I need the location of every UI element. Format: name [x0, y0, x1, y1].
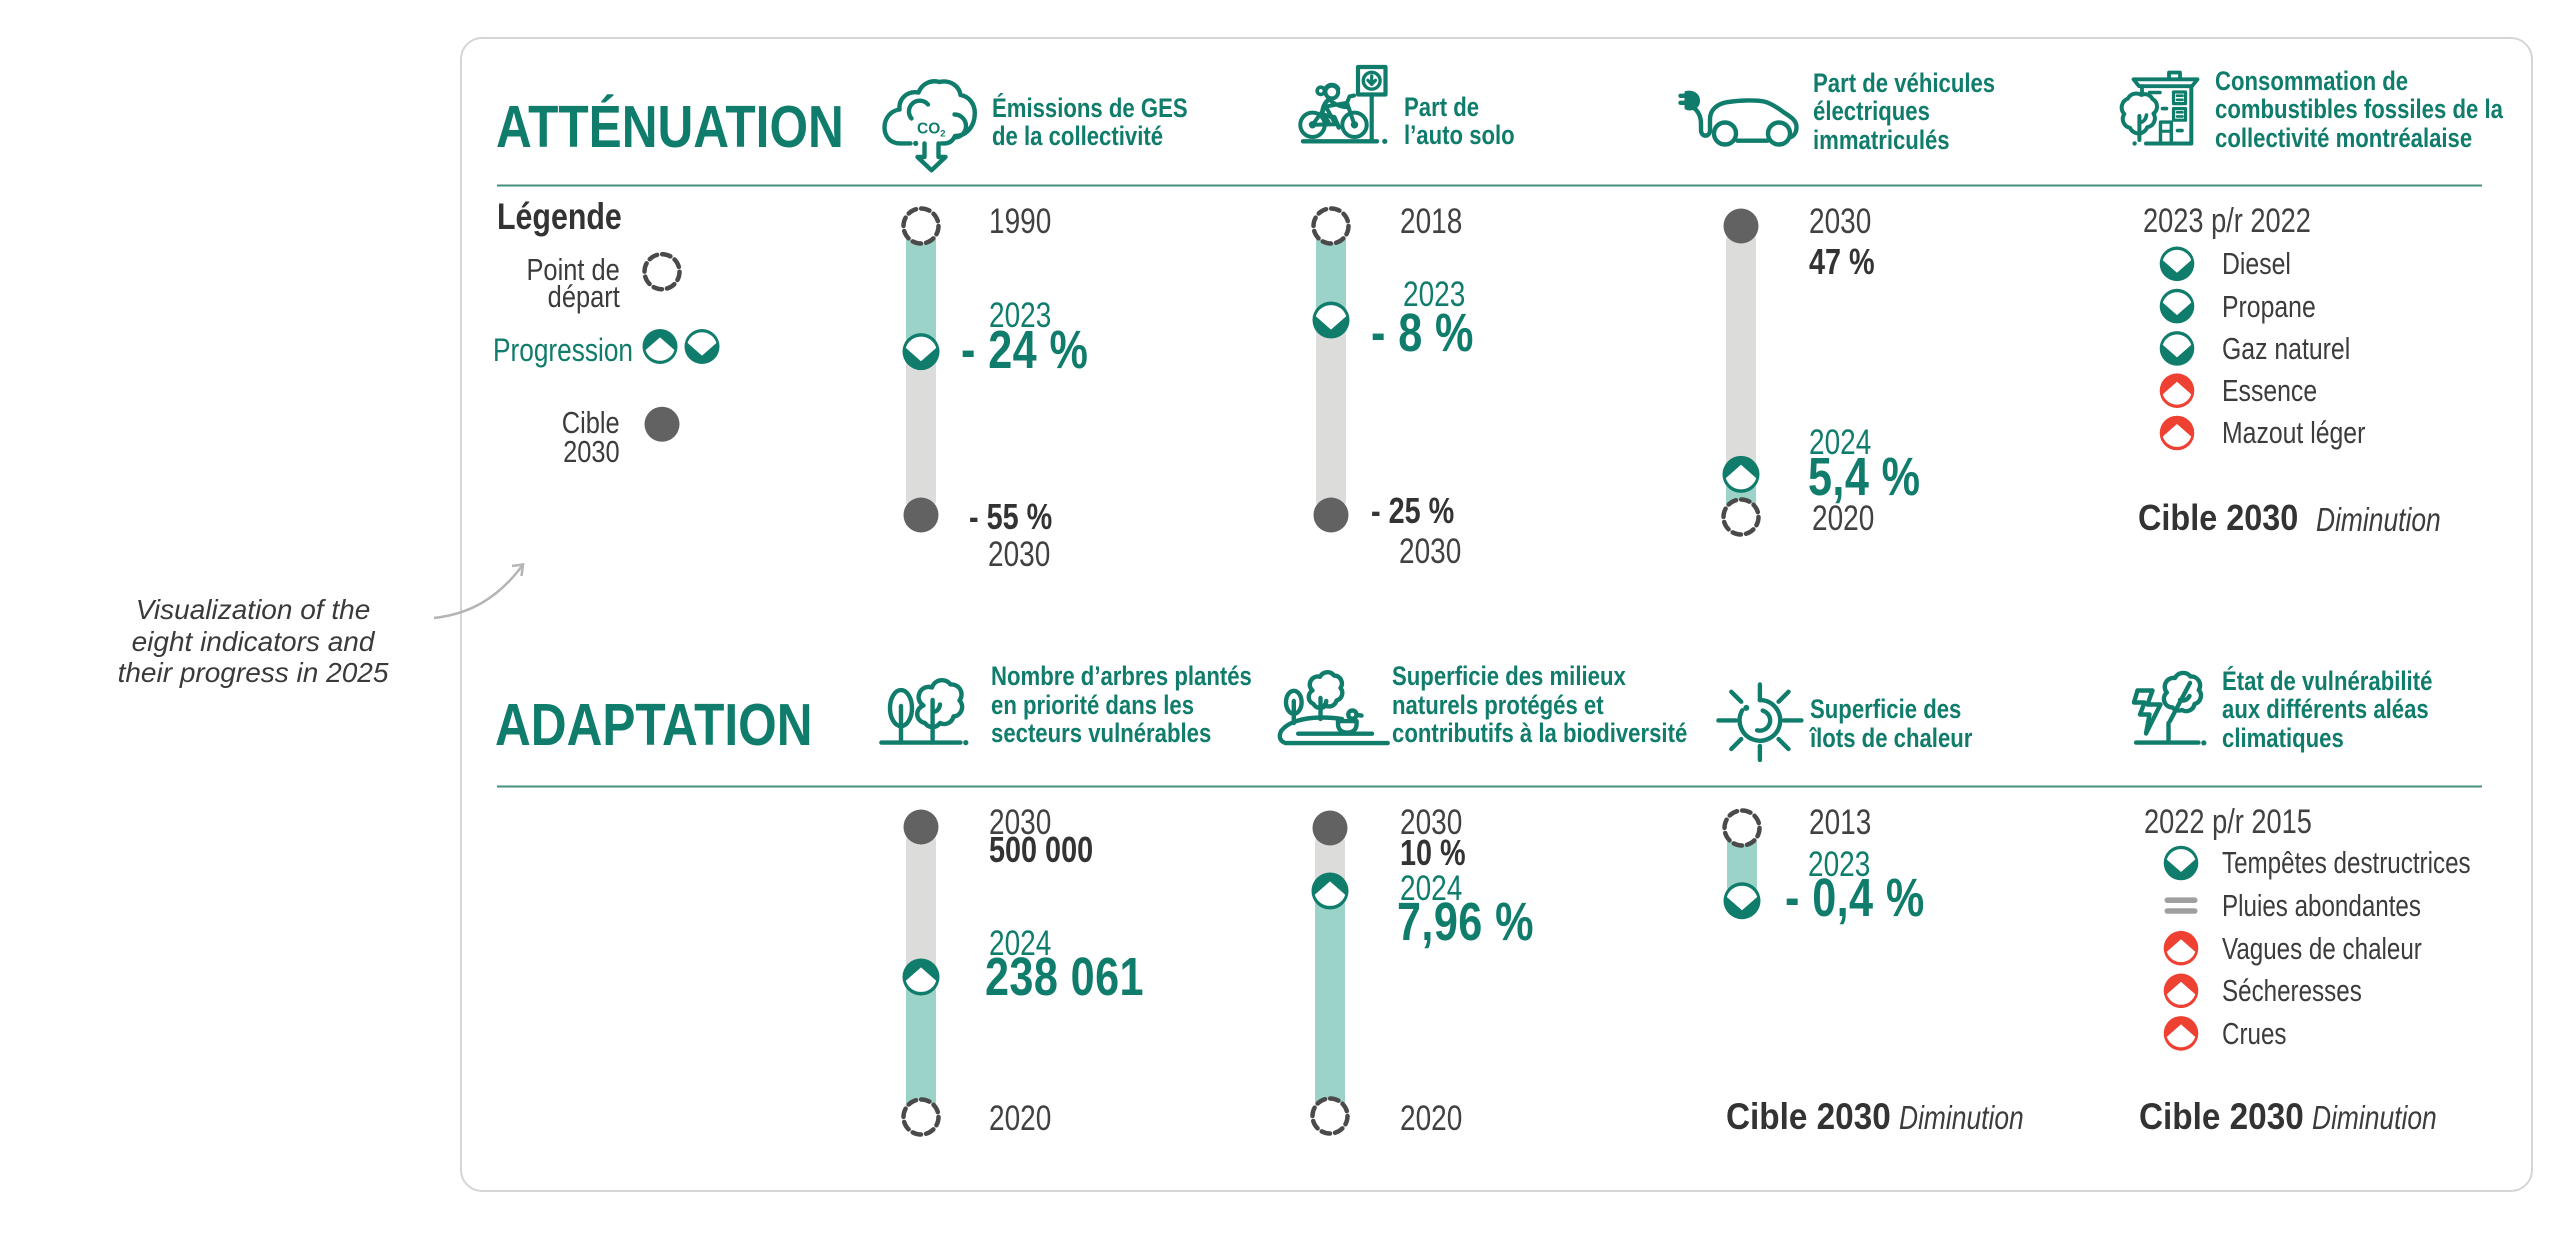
svg-text:CO2: CO2: [917, 121, 946, 140]
